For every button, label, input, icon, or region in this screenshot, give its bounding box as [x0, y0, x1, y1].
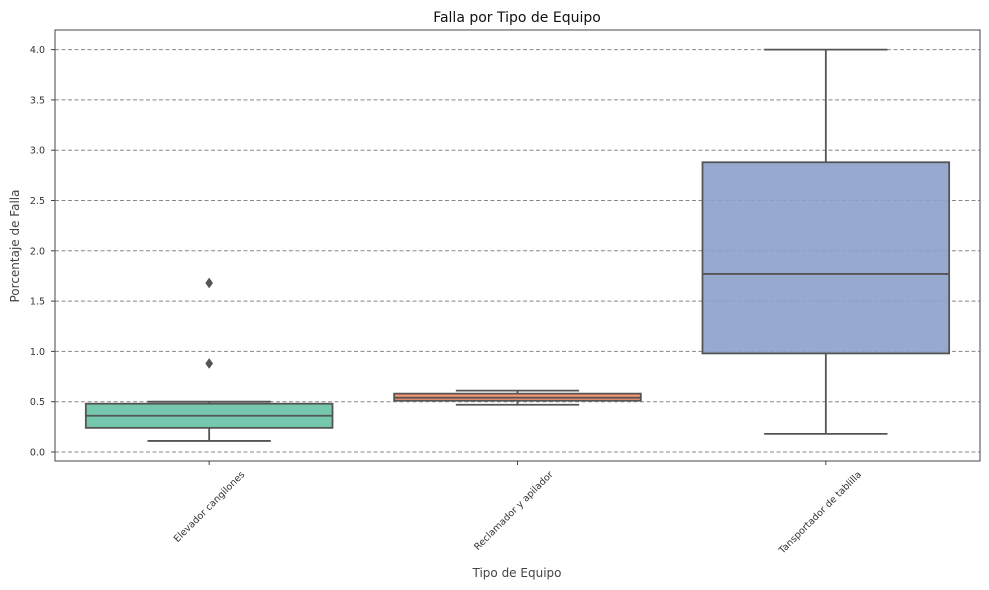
y-tick-label: 0.0 — [30, 448, 45, 459]
y-tick-label: 1.0 — [30, 347, 45, 358]
outlier-point — [205, 358, 214, 369]
x-axis-label: Tipo de Equipo — [472, 566, 562, 580]
y-tick-label: 0.5 — [30, 397, 45, 408]
y-tick-label: 1.5 — [30, 297, 45, 308]
box-group — [393, 389, 642, 406]
y-tick-label: 2.5 — [30, 196, 45, 207]
boxes — [84, 48, 951, 442]
box-group — [701, 48, 951, 435]
y-axis: 0.0 0.5 1.0 1.5 2.0 2.5 3.0 3.5 4.0 — [30, 45, 55, 459]
y-tick-label: 4.0 — [30, 45, 45, 56]
x-tick-label: Elevador cangilones — [172, 469, 247, 544]
box-iqr — [701, 161, 951, 355]
y-tick-label: 2.0 — [30, 246, 45, 257]
outlier-point — [205, 277, 214, 289]
y-tick-label: 3.0 — [30, 146, 45, 157]
y-axis-label: Porcentaje de Falla — [8, 190, 22, 303]
box-group — [84, 277, 334, 442]
y-tick-label: 3.5 — [30, 95, 45, 106]
chart-title: Falla por Tipo de Equipo — [433, 10, 601, 26]
x-tick-label: Tansportador de tablilla — [776, 469, 864, 557]
x-axis: Elevador cangilones Reclamador y apilador… — [172, 461, 864, 557]
x-tick-label: Reclamador y apilador — [472, 469, 555, 552]
